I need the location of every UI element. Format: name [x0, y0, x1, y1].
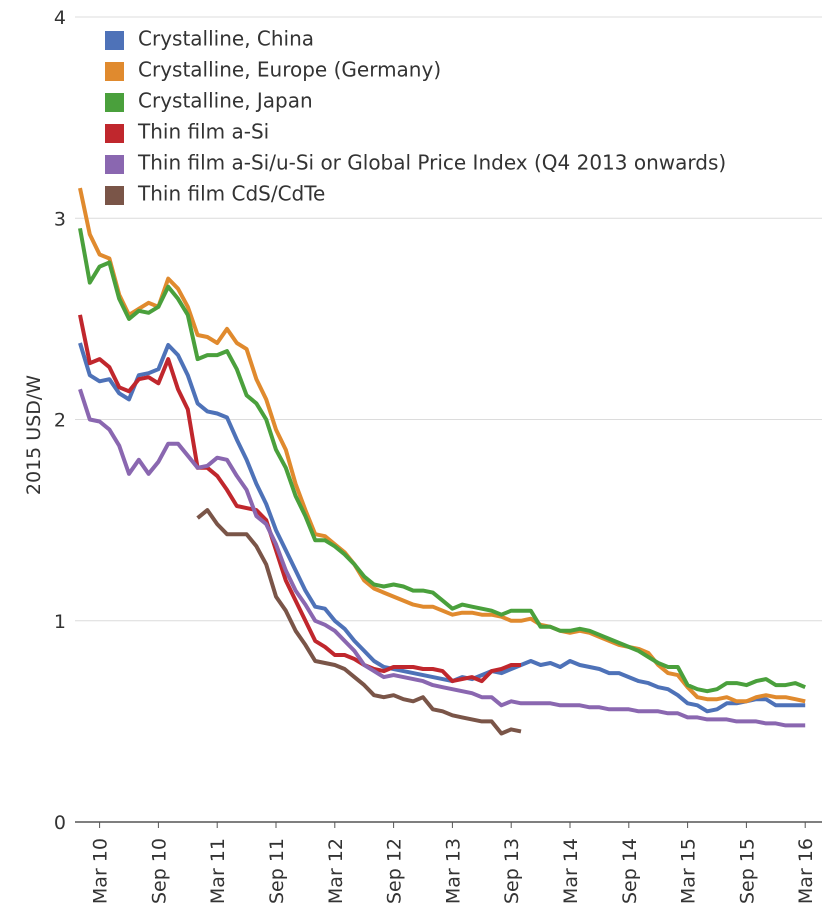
x-tick-label: Sep 15: [736, 838, 758, 904]
x-tick-label: Sep 10: [148, 838, 170, 904]
legend-label: Crystalline, China: [138, 27, 314, 51]
x-tick-label: Sep 13: [501, 838, 523, 904]
y-tick-label: 1: [54, 611, 66, 633]
legend-swatch: [105, 62, 124, 81]
series-line: [78, 187, 806, 704]
x-tick-label: Mar 13: [442, 838, 464, 904]
x-tick-label: Sep 12: [384, 838, 406, 904]
legend-label: Thin film a-Si/u-Si or Global Price Inde…: [137, 151, 726, 175]
legend-swatch: [105, 155, 124, 174]
x-tick-label: Mar 16: [795, 838, 817, 904]
series-line: [78, 227, 806, 694]
legend-label: Thin film CdS/CdTe: [137, 182, 325, 206]
x-tick-label: Sep 11: [266, 838, 288, 904]
legend-swatch: [105, 31, 124, 50]
x-tick-label: Mar 15: [678, 838, 700, 904]
legend-label: Thin film a-Si: [137, 120, 269, 144]
x-tick-label: Mar 14: [560, 838, 582, 904]
series-line: [78, 314, 521, 684]
legend-swatch: [105, 124, 124, 143]
legend-swatch: [105, 93, 124, 112]
legend-label: Crystalline, Europe (Germany): [138, 58, 441, 82]
y-tick-label: 3: [54, 208, 66, 230]
x-tick-label: Sep 14: [619, 838, 641, 904]
x-tick-label: Mar 12: [325, 838, 347, 904]
series-line: [78, 388, 806, 728]
legend-label: Crystalline, Japan: [138, 89, 313, 113]
x-tick-label: Mar 11: [207, 838, 229, 904]
legend-swatch: [105, 186, 124, 205]
series-line: [78, 342, 806, 714]
x-tick-label: Mar 10: [90, 838, 112, 904]
series-line: [196, 508, 522, 736]
y-tick-label: 0: [54, 812, 66, 834]
y-tick-label: 2: [54, 410, 66, 432]
y-tick-label: 4: [54, 7, 66, 29]
y-axis-label: 2015 USD/W: [23, 375, 45, 495]
